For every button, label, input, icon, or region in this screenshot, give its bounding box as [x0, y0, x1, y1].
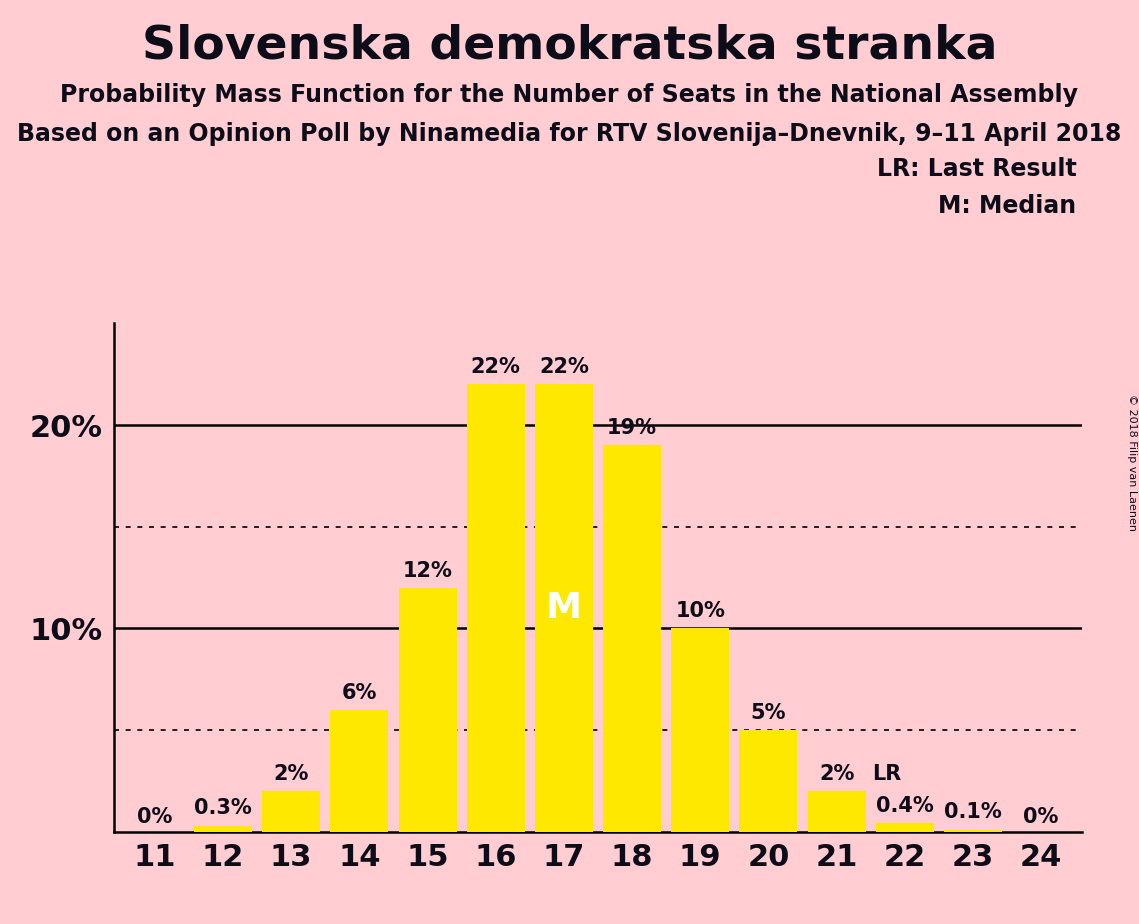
Bar: [399, 588, 457, 832]
Text: 22%: 22%: [470, 358, 521, 377]
Text: 0%: 0%: [137, 807, 172, 826]
Bar: [944, 830, 1002, 832]
Text: Probability Mass Function for the Number of Seats in the National Assembly: Probability Mass Function for the Number…: [60, 83, 1079, 107]
Text: 0.1%: 0.1%: [944, 802, 1002, 822]
Bar: [603, 445, 661, 832]
Text: 0.3%: 0.3%: [194, 798, 252, 819]
Text: 22%: 22%: [539, 358, 589, 377]
Bar: [535, 384, 593, 832]
Bar: [467, 384, 525, 832]
Text: 0.4%: 0.4%: [876, 796, 934, 817]
Bar: [808, 791, 866, 832]
Text: M: M: [546, 591, 582, 625]
Text: LR: Last Result: LR: Last Result: [877, 157, 1076, 181]
Text: LR: LR: [872, 764, 901, 784]
Bar: [671, 628, 729, 832]
Bar: [194, 825, 252, 832]
Text: © 2018 Filip van Laenen: © 2018 Filip van Laenen: [1126, 394, 1137, 530]
Text: 6%: 6%: [342, 683, 377, 702]
Bar: [876, 823, 934, 832]
Text: Based on an Opinion Poll by Ninamedia for RTV Slovenija–Dnevnik, 9–11 April 2018: Based on an Opinion Poll by Ninamedia fo…: [17, 122, 1122, 146]
Text: 5%: 5%: [751, 703, 786, 723]
Text: M: Median: M: Median: [939, 194, 1076, 218]
Text: 19%: 19%: [607, 419, 657, 438]
Bar: [739, 730, 797, 832]
Text: 10%: 10%: [675, 602, 726, 621]
Bar: [262, 791, 320, 832]
Text: Slovenska demokratska stranka: Slovenska demokratska stranka: [141, 23, 998, 68]
Text: 2%: 2%: [273, 764, 309, 784]
Bar: [330, 710, 388, 832]
Text: 2%: 2%: [819, 764, 854, 784]
Text: 12%: 12%: [402, 561, 452, 580]
Text: 0%: 0%: [1024, 807, 1059, 826]
